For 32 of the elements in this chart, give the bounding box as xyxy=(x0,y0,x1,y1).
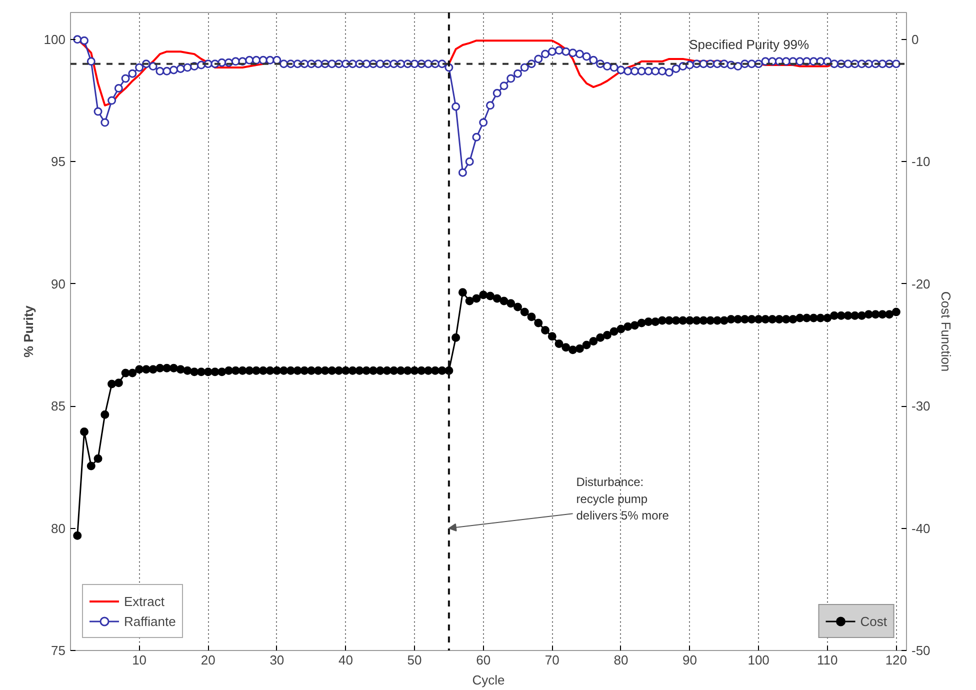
legend-label: Extract xyxy=(124,594,164,608)
legend-label: Cost xyxy=(860,614,887,628)
y2-tick-label: -10 xyxy=(912,154,930,170)
y-tick-label: 85 xyxy=(51,398,66,414)
x-tick-label: 60 xyxy=(476,652,491,668)
x-tick-label: 40 xyxy=(338,652,353,668)
y-axis-title: % Purity xyxy=(20,304,36,358)
x-tick-label: 30 xyxy=(270,652,284,668)
legend-label: Raffiante xyxy=(124,614,176,628)
y2-axis-title: Cost Function xyxy=(938,291,954,372)
y2-tick-label: 0 xyxy=(912,32,919,47)
y-tick-label: 100 xyxy=(44,32,66,47)
x-tick-label: 20 xyxy=(200,652,216,668)
y-tick-label: 80 xyxy=(51,520,66,536)
x-tick-label: 110 xyxy=(817,652,838,668)
ref-line-label: Specified Purity 99% xyxy=(689,36,810,52)
x-tick-label: 50 xyxy=(407,652,422,668)
y-tick-label: 90 xyxy=(51,276,66,292)
y2-tick-label: -20 xyxy=(912,276,930,292)
x-tick-label: 80 xyxy=(614,652,628,668)
x-tick-label: 100 xyxy=(748,652,770,668)
y-tick-label: 75 xyxy=(51,643,66,658)
x-tick-label: 120 xyxy=(885,652,908,668)
y2-tick-label: -50 xyxy=(912,643,930,658)
x-tick-label: 10 xyxy=(132,652,147,668)
y2-tick-label: -40 xyxy=(912,520,930,536)
annotation: Disturbance: recycle pump delivers 5% more xyxy=(576,475,670,523)
y-tick-label: 95 xyxy=(51,154,66,170)
x-tick-label: 90 xyxy=(682,652,697,668)
x-tick-label: 70 xyxy=(544,652,560,668)
x-axis-title: Cycle xyxy=(472,672,505,688)
y2-tick-label: -30 xyxy=(912,398,930,414)
